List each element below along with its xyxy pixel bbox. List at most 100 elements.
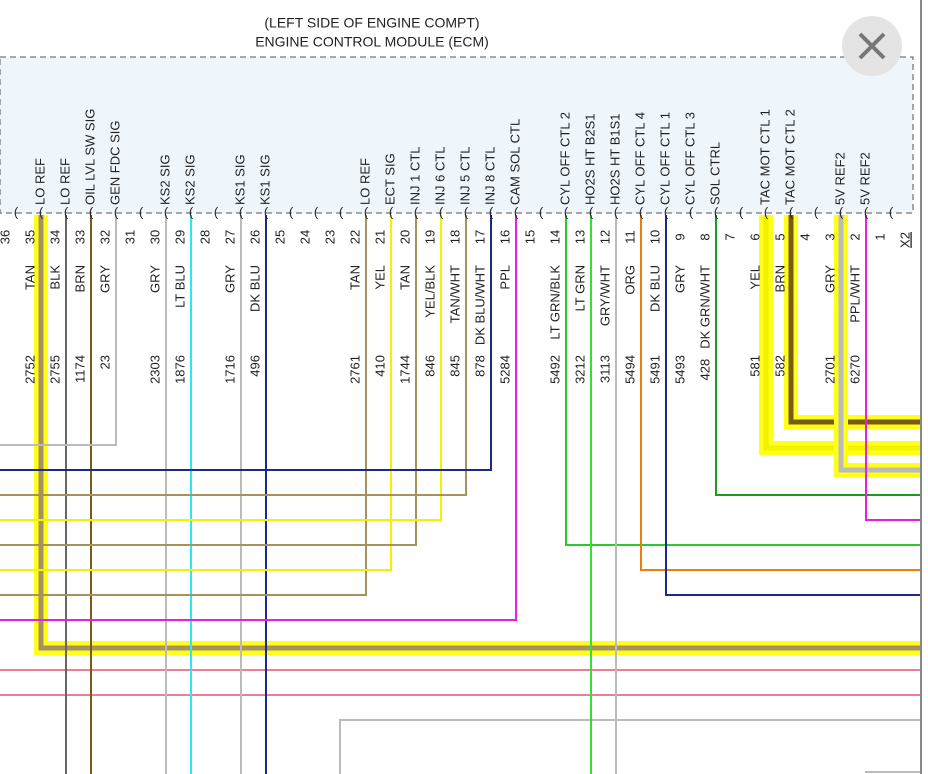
wire-color: TAN [22,265,37,290]
connector-cavity: ( [139,204,144,219]
connector-cavity: ( [664,204,669,219]
wire-color: ORG [622,265,637,295]
wire-color: GRY [97,265,112,293]
wire [838,215,921,473]
circuit-number: 496 [247,355,262,377]
pin-number: 1 [872,233,887,240]
connector-cavity: ( [14,204,19,219]
circuit-number: 2701 [822,355,837,384]
pin-number: 5 [772,233,787,240]
wire-color: DK GRN/WHT [697,265,712,349]
connector-cavity: ( [239,204,244,219]
signal-name: CYL OFF CTL 3 [682,112,697,205]
signal-name: TAC MOT CTL 1 [757,109,772,205]
signal-name: GEN FDC SIG [107,120,122,205]
wire-color: LT BLU [172,265,187,308]
wire-color: LT GRN [572,265,587,311]
signal-name: KS2 SIG [157,154,172,205]
wire [0,215,467,496]
circuit-number: 5493 [672,355,687,384]
signal-name: 5V REF2 [832,152,847,205]
circuit-number: 2752 [22,355,37,384]
connector-cavity: ( [314,204,319,219]
close-button[interactable] [842,16,902,76]
wire-color: GRY/WHT [597,265,612,326]
pin-number: 27 [222,230,237,244]
circuit-number: 5284 [497,355,512,384]
circuit-number: 2761 [347,355,362,384]
connector-cavity: ( [689,204,694,219]
connector-cavity: ( [464,204,469,219]
wire [565,215,921,546]
circuit-number: 5492 [547,355,562,384]
connector-cavity: ( [114,204,119,219]
wire-color: TAN [397,265,412,290]
connector-cavity: ( [864,204,869,219]
connector-cavity: ( [189,204,194,219]
circuit-number: 3113 [597,355,612,383]
signal-name: CYL OFF CTL 4 [632,112,647,205]
wire-color: PPL/WHT [847,265,862,323]
pin-number: 16 [497,230,512,244]
wire [0,215,517,621]
close-icon[interactable] [858,32,886,60]
circuit-number: 845 [447,355,462,377]
signal-name: KS1 SIG [232,154,247,205]
pin-number: 22 [347,230,362,244]
circuit-number: 428 [697,359,712,381]
header-line: ENGINE CONTROL MODULE (ECM) [255,34,489,50]
connector-cavity: ( [364,204,369,219]
circuit-number: 3212 [572,355,587,384]
pin-number: 32 [97,230,112,244]
connector-cavity: ( [289,204,294,219]
signal-name: LO REF [32,158,47,205]
pin-number: 18 [447,230,462,244]
signal-name: OIL LVL SW SIG [82,109,97,205]
signal-name: 5V REF2 [857,152,872,205]
signal-name: ECT SIG [382,153,397,205]
connector-cavity: ( [489,204,494,219]
wire-color: YEL/BLK [422,265,437,318]
wire [0,215,417,546]
circuit-number: 581 [747,355,762,377]
connector-cavity: ( [814,204,819,219]
pin-number: 19 [422,230,437,244]
wire [0,215,117,446]
pin-number: 24 [297,230,312,244]
connector-cavity: ( [264,204,269,219]
pin-number: 2 [847,233,862,240]
pin-number: 36 [0,230,12,244]
connector-cavity: ( [89,204,94,219]
connector-cavity: ( [164,204,169,219]
wire-color: PPL [497,265,512,290]
pin-number: 17 [472,230,487,244]
pin-number: 21 [372,230,387,244]
pin-number: 30 [147,230,162,244]
wire-color: YEL [747,265,762,290]
connector-cavity: ( [539,204,544,219]
circuit-number: 6270 [847,355,862,384]
signal-name: LO REF [57,158,72,205]
pin-number: 28 [197,230,212,244]
pin-number: 35 [22,230,37,244]
wire [788,215,921,425]
wire-color: TAN [347,265,362,290]
ecm-box [0,56,914,214]
connector-cavity: ( [839,204,844,219]
connector-cavity: ( [714,204,719,219]
pin-number: 20 [397,230,412,244]
connector-id: X2 [897,232,912,248]
signal-name: INJ 1 CTL [407,146,422,205]
connector-cavity: ( [214,204,219,219]
circuit-number: 1744 [397,355,412,384]
connector-cavity: ( [564,204,569,219]
pin-number: 26 [247,230,262,244]
wire [715,215,921,496]
circuit-number: 878 [472,355,487,377]
pin-number: 3 [822,233,837,240]
wire-color: GRY [822,265,837,293]
wire-color: GRY [222,265,237,293]
pin-number: 34 [47,230,62,244]
